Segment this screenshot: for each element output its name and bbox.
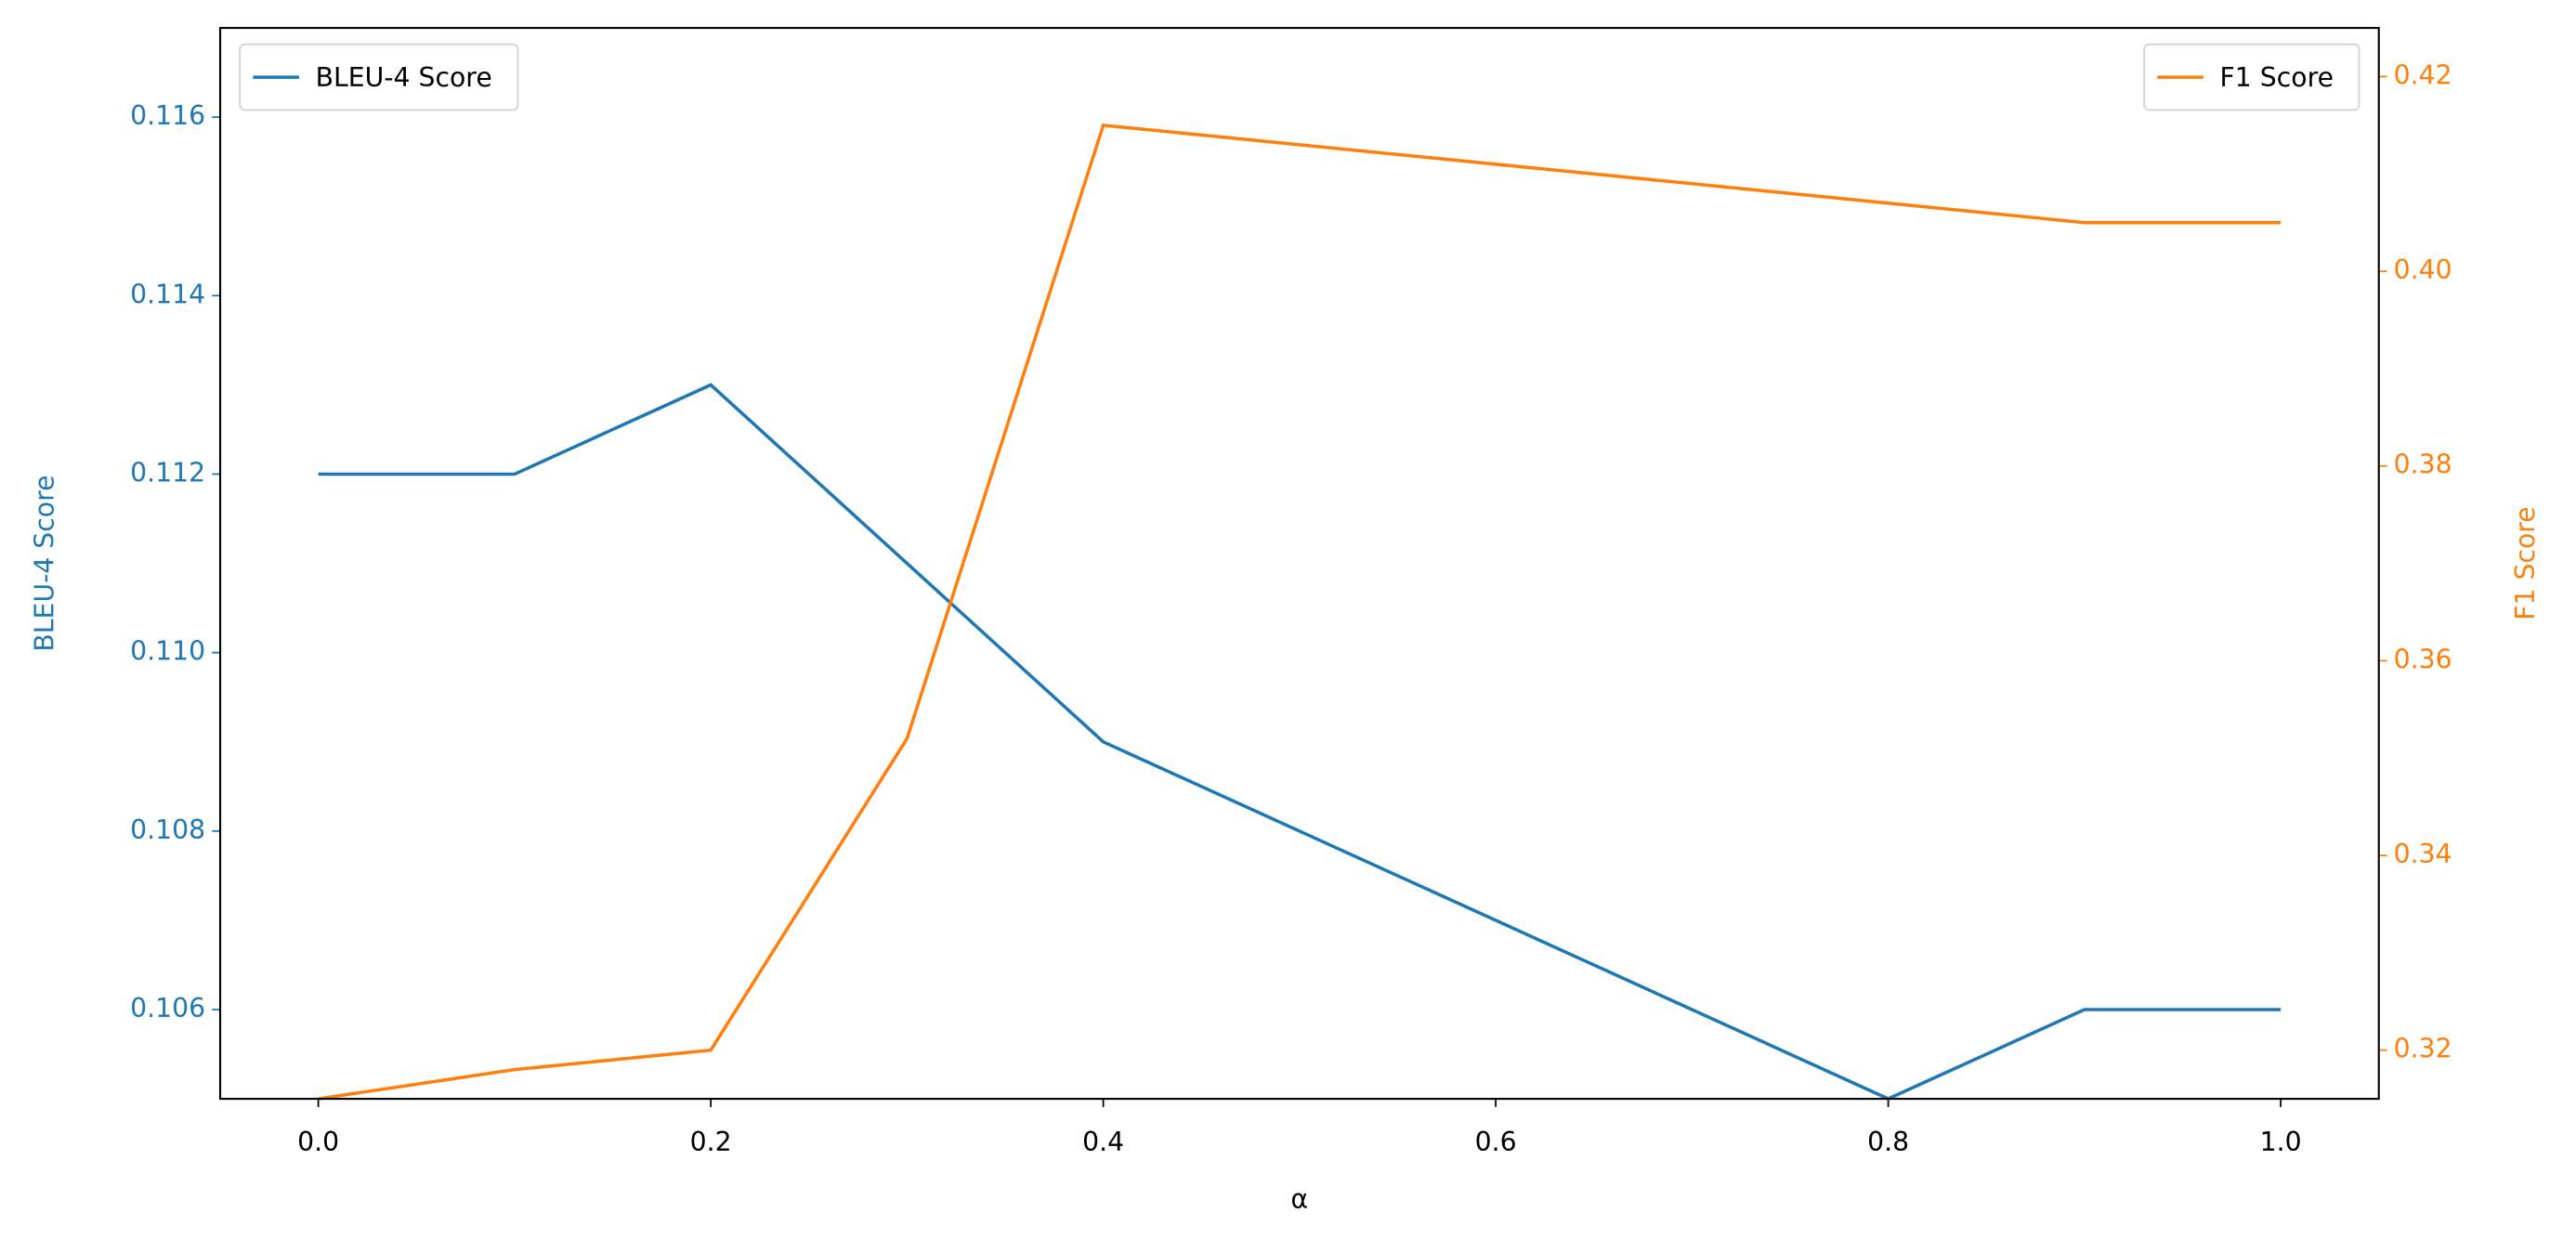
y2-tick-label: 0.32 (2394, 1034, 2452, 1064)
y2-tick-label: 0.38 (2394, 450, 2452, 480)
y-tick-label: 0.112 (130, 457, 205, 488)
y2-tick-label: 0.34 (2394, 839, 2452, 869)
legend-label: F1 Score (2220, 62, 2334, 93)
y-tick-label: 0.106 (130, 993, 205, 1024)
x-tick-label: 0.4 (1082, 1127, 1124, 1157)
y-tick-label: 0.108 (130, 815, 205, 845)
x-tick-label: 0.2 (690, 1127, 732, 1157)
data-line (318, 123, 2282, 1101)
y-tick-label: 0.116 (130, 100, 205, 131)
y-axis-label: BLEU-4 Score (30, 476, 60, 652)
y-tick-label: 0.114 (130, 279, 205, 309)
x-tick-label: 0.0 (297, 1127, 339, 1157)
x-tick-label: 1.0 (2260, 1127, 2302, 1157)
x-tick-label: 0.8 (1867, 1127, 1909, 1157)
y2-tick-label: 0.36 (2394, 644, 2452, 674)
x-axis-label: α (1291, 1184, 1309, 1215)
legend-box (2143, 43, 2360, 111)
legend-box (239, 43, 519, 111)
data-line (318, 383, 2282, 1102)
x-tick-label: 0.6 (1475, 1127, 1517, 1157)
y2-tick-label: 0.40 (2394, 254, 2452, 285)
legend-label: BLEU-4 Score (316, 62, 492, 93)
y-tick-label: 0.110 (130, 636, 205, 667)
y2-axis-label: F1 Score (2510, 506, 2541, 619)
y2-tick-label: 0.42 (2394, 59, 2452, 90)
plot-frame (218, 27, 2380, 1101)
